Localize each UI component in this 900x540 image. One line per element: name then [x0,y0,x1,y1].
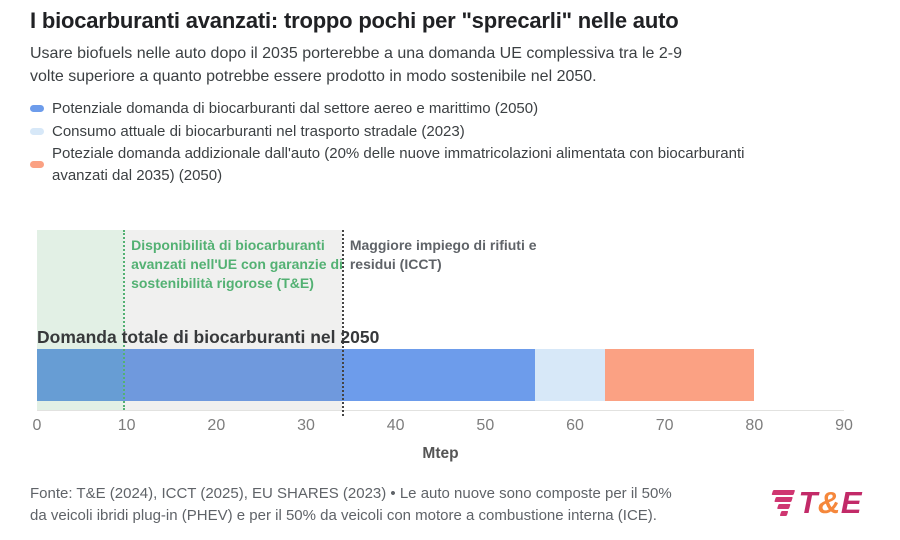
bar-row-label: Domanda totale di biocarburanti nel 2050 [37,327,380,347]
source-note: Fonte: T&E (2024), ICCT (2025), EU SHARE… [30,483,775,526]
te-availability-threshold-line [123,230,126,410]
legend-label: Consumo attuale di biocarburanti nel tra… [52,122,465,140]
x-tick-label: 0 [32,417,42,434]
subtitle-line: volte superiore a quanto potrebbe essere… [30,68,597,85]
x-tick-label: 50 [476,417,495,434]
x-axis-title: Mtep [422,445,459,462]
page-title: I biocarburanti avanzati: troppo pochi p… [30,8,679,33]
te-logo-speed-lines-icon [765,489,796,516]
legend-item-car-additional-demand: Poteziale domanda addizionale dall'auto … [30,143,770,186]
x-tick-label: 20 [207,417,226,434]
legend-label: Poteziale domanda addizionale dall'auto … [52,145,745,184]
te-logo-text: T&E [798,485,862,520]
subtitle-line: Usare biofuels nelle auto dopo il 2035 p… [30,45,682,62]
x-tick-label: 60 [566,417,584,434]
annotation-te-availability: Disponibilità di biocarburanti avanzati … [131,237,343,291]
source-line: Fonte: T&E (2024), ICCT (2025), EU SHARE… [30,485,672,502]
te-logo: T&E [769,487,862,518]
legend-swatch-lightblue [30,127,44,135]
x-tick-label: 80 [745,417,764,434]
icct-availability-threshold-line [341,230,344,416]
legend-label: Potenziale domanda di biocarburanti dal … [52,100,539,117]
x-tick-label: 70 [655,417,674,434]
annotation-icct-availability: Maggiore impiego di rifiuti e residui (I… [349,237,537,272]
legend-swatch-orange [30,161,44,168]
bar-segment-car-additional [604,349,755,401]
x-tick-label: 10 [117,417,136,434]
x-tick-label: 40 [386,417,405,434]
source-line: da veicoli ibridi plug-in (PHEV) e per i… [30,506,657,524]
chart-subtitle: Usare biofuels nelle auto dopo il 2035 p… [30,42,880,88]
legend-item-aviation-maritime: Potenziale domanda di biocarburanti dal … [30,98,770,120]
bar-segment-road-consumption [534,349,605,401]
x-tick-label: 30 [297,417,315,434]
x-axis-line [37,410,844,411]
chart-legend: Potenziale domanda di biocarburanti dal … [30,98,770,187]
legend-swatch-blue [30,105,44,113]
x-tick-label: 90 [835,417,853,434]
bar-segment-aviation-maritime [37,349,535,401]
legend-item-road-consumption: Consumo attuale di biocarburanti nel tra… [30,121,770,143]
